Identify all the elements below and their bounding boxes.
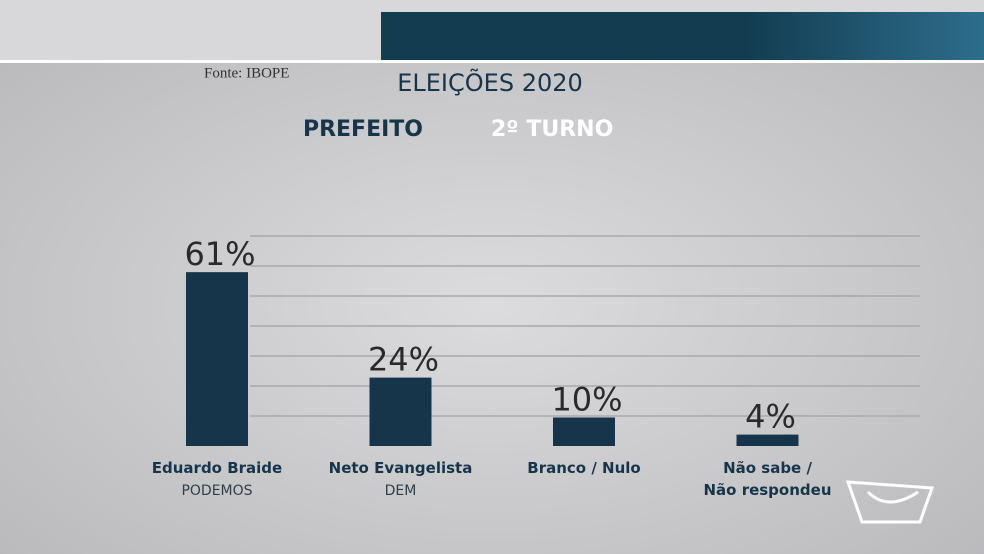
category-label: Branco / Nulo <box>527 459 640 477</box>
top-band <box>381 12 984 60</box>
divider <box>0 60 984 63</box>
category-label: Eduardo Braide <box>152 459 282 477</box>
bar <box>186 272 248 446</box>
category-label: Neto Evangelista <box>329 459 473 477</box>
source: Fonte: IBOPE <box>204 65 289 81</box>
bar <box>553 417 615 446</box>
value-label: 61% <box>184 235 255 273</box>
value-label: 10% <box>551 381 622 419</box>
value-label: 24% <box>368 341 439 379</box>
value-label: 4% <box>745 398 796 436</box>
chart-title: ELEIÇÕES 2020 <box>397 67 583 97</box>
decor-lines <box>250 235 920 417</box>
category-label: Não sabe / Não respondeu <box>703 459 831 499</box>
subtitle-office: PREFEITO <box>303 117 423 142</box>
subtitle-round: 2º TURNO <box>491 117 613 142</box>
bar <box>369 377 432 446</box>
bar <box>736 434 799 446</box>
party-label: DEM <box>385 483 417 499</box>
logo <box>845 480 935 524</box>
party-label: PODEMOS <box>181 483 252 499</box>
